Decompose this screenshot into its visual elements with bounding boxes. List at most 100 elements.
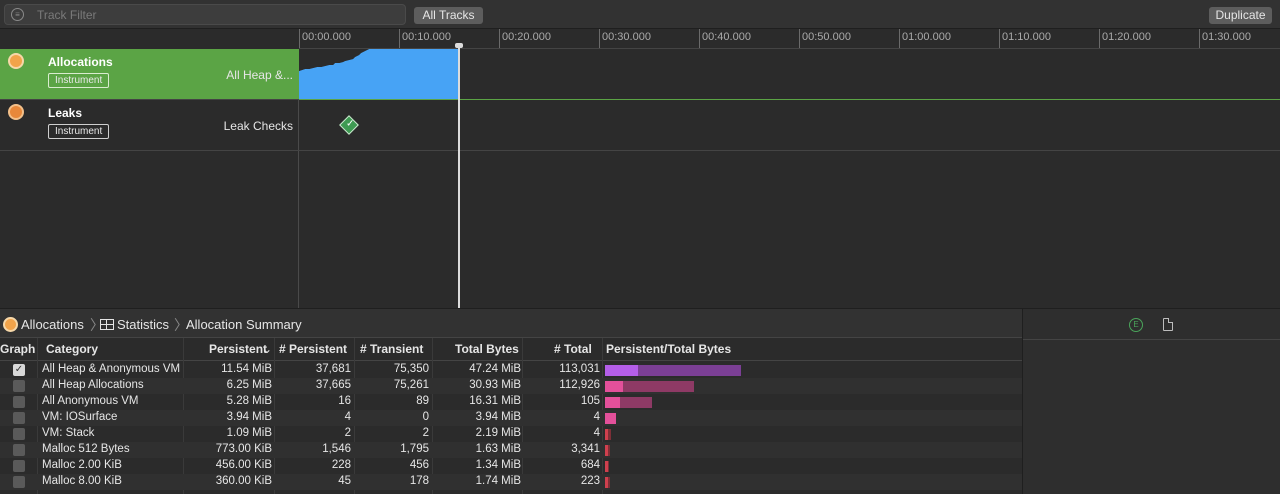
- inspector-divider: [1023, 339, 1280, 340]
- allocations-icon: [8, 53, 24, 69]
- category-cell: Malloc 2.00 KiB: [42, 459, 122, 471]
- breadcrumb-chevron-icon: 〉: [174, 317, 188, 333]
- track-allocations[interactable]: Allocations Instrument All Heap &...: [0, 49, 299, 100]
- timeline[interactable]: ✓: [299, 49, 1280, 308]
- ruler-tick: 01:20.000: [1099, 29, 1151, 48]
- table-row[interactable]: Malloc 2.00 KiB 456.00 KiB 228 456 1.34 MiB 6…: [0, 458, 1022, 474]
- graph-checkbox[interactable]: [13, 444, 25, 456]
- n-persistent-cell: 37,681: [315, 363, 351, 375]
- ruler-tick: 00:00.000: [299, 29, 351, 48]
- total-bytes-bar: [605, 429, 611, 440]
- ruler-tick: 00:30.000: [599, 29, 651, 48]
- n-total-cell: 112,926: [559, 379, 600, 391]
- playhead[interactable]: [458, 44, 460, 308]
- graph-checkbox[interactable]: [13, 476, 25, 488]
- leaks-graph-row[interactable]: ✓: [299, 100, 1280, 151]
- persistent-bytes-bar: [605, 461, 608, 472]
- persistent-cell: 6.25 MiB: [226, 379, 272, 391]
- category-cell: VM: Stack: [42, 427, 95, 439]
- col-n-persistent[interactable]: # Persistent: [279, 342, 348, 356]
- allocation-summary-table: Graph Category Persistent ⌄ # Persistent…: [0, 338, 1022, 494]
- persistent-bytes-bar: [605, 429, 608, 440]
- n-persistent-cell: 2: [344, 427, 351, 439]
- persistent-cell: 456.00 KiB: [215, 459, 272, 471]
- graph-checkbox[interactable]: [13, 428, 25, 440]
- category-cell: VM: IOSurface: [42, 411, 118, 423]
- col-persistent[interactable]: Persistent: [209, 342, 268, 356]
- table-body: ✓ All Heap & Anonymous VM 11.54 MiB 37,681 7…: [0, 362, 1022, 490]
- detail-breadcrumb: Allocations 〉 Statistics 〉 Allocation Su…: [0, 308, 1022, 338]
- document-icon[interactable]: [1163, 318, 1173, 331]
- track-subtitle: All Heap &...: [226, 68, 293, 82]
- n-persistent-cell: 45: [338, 475, 351, 487]
- graph-checkbox[interactable]: ✓: [13, 364, 25, 376]
- extended-detail-icon[interactable]: E: [1129, 318, 1143, 332]
- playhead-handle[interactable]: [455, 43, 463, 48]
- persistent-cell: 360.00 KiB: [215, 475, 272, 487]
- table-row[interactable]: All Anonymous VM 5.28 MiB 16 89 16.31 MiB 105: [0, 394, 1022, 410]
- col-total-bytes[interactable]: Total Bytes: [455, 342, 519, 356]
- ruler-tick: 00:40.000: [699, 29, 751, 48]
- col-category[interactable]: Category: [46, 342, 99, 356]
- persistent-bytes-bar: [605, 365, 638, 376]
- ruler-tick: 00:20.000: [499, 29, 551, 48]
- allocations-graph-row[interactable]: [299, 49, 1280, 100]
- table-row[interactable]: Malloc 512 Bytes 773.00 KiB 1,546 1,795 1.63…: [0, 442, 1022, 458]
- col-n-total[interactable]: # Total: [554, 342, 592, 356]
- category-cell: Malloc 512 Bytes: [42, 443, 130, 455]
- n-transient-cell: 178: [409, 475, 429, 487]
- table-row[interactable]: VM: IOSurface 3.94 MiB 4 0 3.94 MiB 4: [0, 410, 1022, 426]
- total-bytes-cell: 3.94 MiB: [475, 411, 521, 423]
- all-tracks-button[interactable]: All Tracks: [414, 7, 483, 24]
- persistent-cell: 773.00 KiB: [215, 443, 272, 455]
- n-transient-cell: 75,261: [393, 379, 429, 391]
- track-subtitle: Leak Checks: [223, 119, 293, 133]
- n-total-cell: 105: [580, 395, 600, 407]
- persistent-bytes-bar: [605, 413, 616, 424]
- col-persistent-total-bytes[interactable]: Persistent/Total Bytes: [606, 342, 732, 356]
- category-cell: All Heap & Anonymous VM: [42, 363, 181, 375]
- track-leaks[interactable]: Leaks Instrument Leak Checks: [0, 100, 299, 151]
- graph-checkbox[interactable]: [13, 412, 25, 424]
- persistent-cell: 1.09 MiB: [226, 427, 272, 439]
- n-transient-cell: 75,350: [393, 363, 429, 375]
- total-bytes-cell: 47.24 MiB: [469, 363, 521, 375]
- instrument-tag: Instrument: [48, 73, 110, 88]
- ruler-tick: 00:50.000: [799, 29, 851, 48]
- time-ruler[interactable]: 00:00.000 00:10.000 00:20.000 00:30.000 …: [299, 29, 1280, 49]
- col-graph[interactable]: Graph: [0, 342, 36, 356]
- category-cell: All Heap Allocations: [42, 379, 144, 391]
- breadcrumb-view[interactable]: Statistics: [117, 317, 170, 332]
- sort-descending-icon[interactable]: ⌄: [262, 342, 273, 356]
- statistics-table-icon: [100, 319, 114, 330]
- leak-check-pass-icon[interactable]: ✓: [339, 115, 359, 135]
- graph-checkbox[interactable]: [13, 460, 25, 472]
- total-bytes-cell: 2.19 MiB: [475, 427, 521, 439]
- n-transient-cell: 1,795: [400, 443, 429, 455]
- total-bytes-cell: 16.31 MiB: [469, 395, 521, 407]
- table-row[interactable]: All Heap Allocations 6.25 MiB 37,665 75,261…: [0, 378, 1022, 394]
- graph-checkbox[interactable]: [13, 396, 25, 408]
- persistent-bytes-bar: [605, 445, 608, 456]
- table-header: Graph Category Persistent ⌄ # Persistent…: [0, 338, 1022, 361]
- track-filter-placeholder: Track Filter: [37, 8, 97, 22]
- duplicate-button[interactable]: Duplicate: [1209, 7, 1272, 24]
- filter-icon: ≡: [11, 8, 24, 21]
- track-filter-field[interactable]: ≡ Track Filter: [4, 4, 406, 25]
- table-row[interactable]: VM: Stack 1.09 MiB 2 2 2.19 MiB 4: [0, 426, 1022, 442]
- table-row[interactable]: Malloc 8.00 KiB 360.00 KiB 45 178 1.74 MiB 22…: [0, 474, 1022, 490]
- col-n-transient[interactable]: # Transient: [360, 342, 424, 356]
- graph-checkbox[interactable]: [13, 380, 25, 392]
- total-bytes-bar: [605, 381, 694, 392]
- breadcrumb-detail[interactable]: Allocation Summary: [186, 317, 302, 332]
- n-transient-cell: 0: [422, 411, 429, 423]
- ruler-tick: 01:30.000: [1199, 29, 1251, 48]
- breadcrumb-instrument[interactable]: Allocations: [21, 317, 84, 332]
- allocations-area: [299, 49, 459, 99]
- table-row[interactable]: ✓ All Heap & Anonymous VM 11.54 MiB 37,681 7…: [0, 362, 1022, 378]
- n-persistent-cell: 16: [338, 395, 351, 407]
- allocations-area-mask: [299, 49, 369, 71]
- total-bytes-bar: [605, 397, 652, 408]
- total-bytes-cell: 1.34 MiB: [475, 459, 521, 471]
